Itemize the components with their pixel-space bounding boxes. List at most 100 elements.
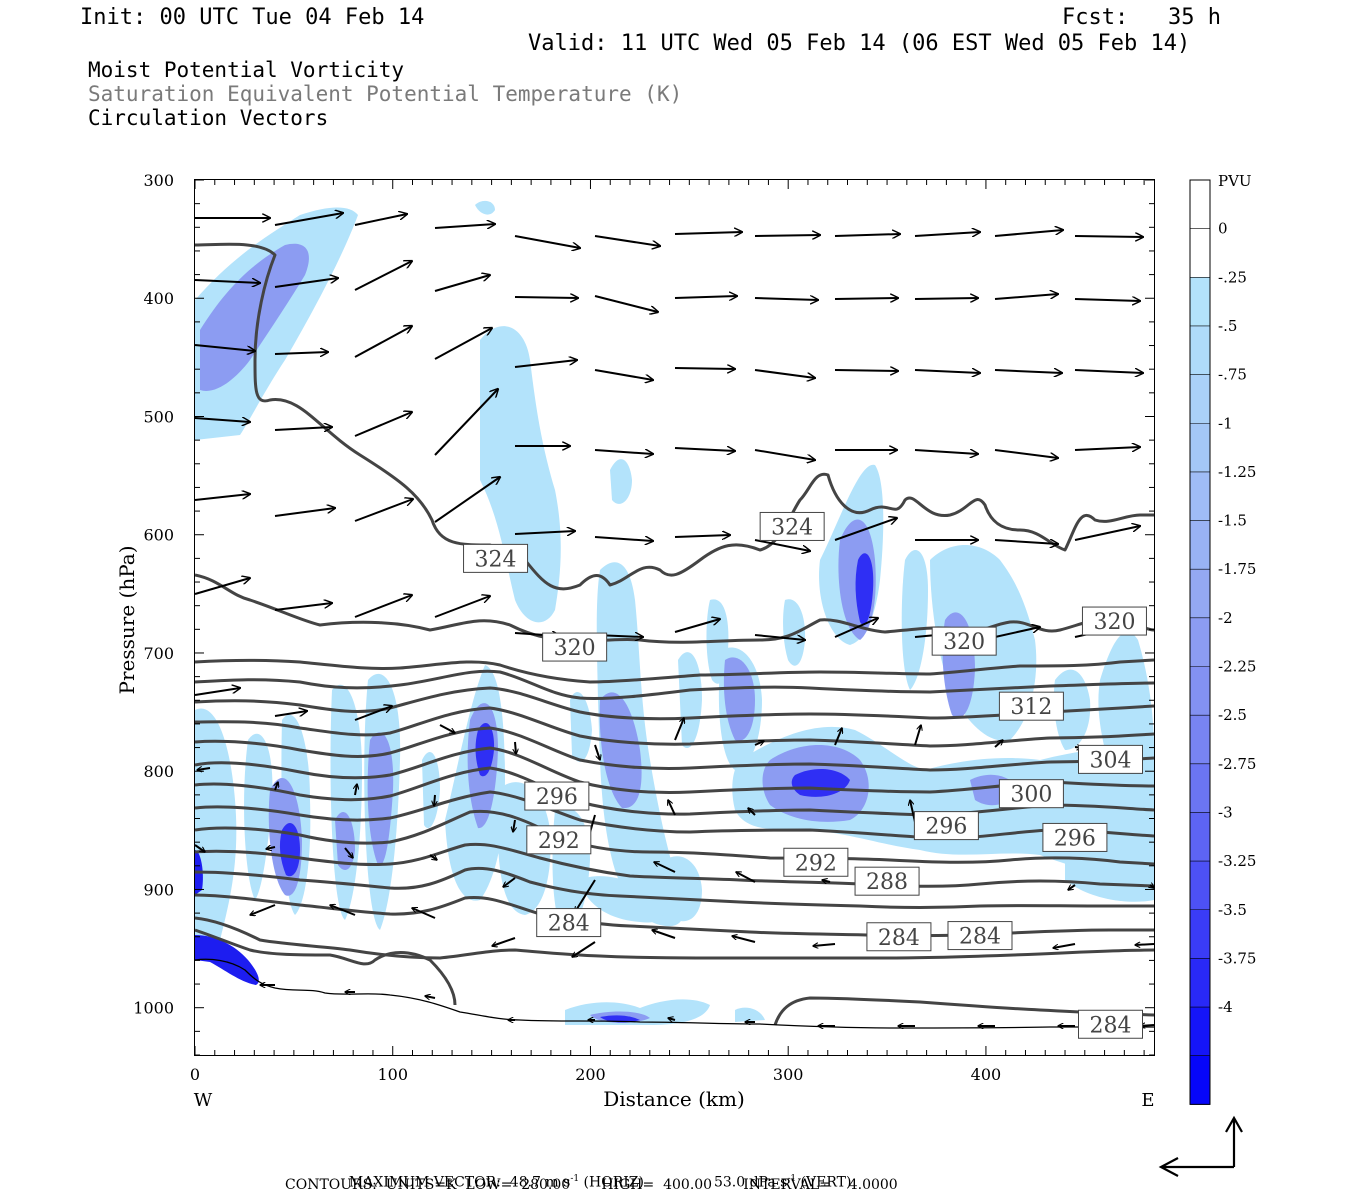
contour-label: 284 — [959, 925, 1001, 950]
contour-label-box — [1077, 1009, 1143, 1039]
contour-label-box — [1081, 606, 1147, 636]
colorbar-label: -1.25 — [1218, 463, 1256, 481]
colorbar-label: -3.25 — [1218, 852, 1256, 870]
contour-label: 324 — [475, 547, 517, 572]
colorbar-frame — [1189, 179, 1211, 1105]
y-tick-label: 700 — [143, 644, 174, 663]
init-time: Init: 00 UTC Tue 04 Feb 14 — [80, 5, 425, 30]
pv-shading — [195, 200, 1154, 1025]
contour-label-box — [783, 847, 849, 877]
contour-label: 320 — [1093, 610, 1135, 635]
contour-label: 300 — [1010, 783, 1052, 808]
colorbar-label: -2 — [1218, 609, 1233, 627]
colorbar-label: 0 — [1218, 220, 1228, 238]
field-title-mpv: Moist Potential Vorticity — [88, 58, 405, 82]
x-tick-label: 100 — [377, 1065, 408, 1084]
colorbar-swatch — [1190, 1055, 1210, 1105]
colorbar-label: -.25 — [1218, 268, 1247, 286]
x-axis-label: Distance (km) — [603, 1087, 745, 1111]
contour-label: 312 — [1010, 695, 1052, 720]
colorbar-swatch — [1190, 715, 1210, 765]
contour-label: 284 — [1089, 1013, 1131, 1038]
colorbar-swatch — [1190, 617, 1210, 667]
colorbar-swatch — [1190, 666, 1210, 716]
colorbar: 0 -.25 -.5 -.75 -1 -1.25 -1.5 -1.75 -2 -2.25 -2.5 -… — [1189, 179, 1256, 1105]
colorbar-label: -.75 — [1218, 366, 1247, 384]
contour-label: 292 — [538, 829, 580, 854]
contour-label: 288 — [866, 870, 908, 895]
colorbar-label: -1.75 — [1218, 560, 1256, 578]
contour-label-box — [947, 921, 1013, 951]
field-title-vectors: Circulation Vectors — [88, 106, 329, 130]
y-tick-label: 400 — [143, 289, 174, 308]
y-tick-labels: 300 400 500 600 700 800 900 1000 — [133, 171, 174, 1018]
east-label: E — [1141, 1090, 1154, 1111]
x-tick-label: 0 — [190, 1065, 200, 1084]
contour-label: 304 — [1089, 748, 1131, 773]
contour-label-box — [1042, 822, 1108, 852]
x-tick-label: 200 — [575, 1065, 606, 1084]
contour-label-box — [998, 779, 1064, 809]
contour-label: 320 — [554, 636, 596, 661]
x-tick-label: 300 — [773, 1065, 804, 1084]
terrain-line — [195, 958, 1154, 1029]
colorbar-swatch — [1190, 471, 1210, 522]
colorbar-swatch — [1190, 423, 1210, 473]
colorbar-label: -3 — [1218, 803, 1233, 821]
colorbar-label: -2.5 — [1218, 706, 1247, 724]
x-tick-label: 400 — [971, 1065, 1002, 1084]
y-tick-label: 600 — [143, 526, 174, 545]
contour-label: 284 — [878, 926, 920, 951]
field-title-theta: Saturation Equivalent Potential Temperat… — [88, 82, 683, 106]
contour-label-box — [913, 811, 979, 841]
colorbar-label: -3.5 — [1218, 901, 1247, 919]
west-label: W — [194, 1090, 213, 1111]
y-tick-label: 900 — [143, 880, 174, 899]
y-tick-label: 500 — [143, 407, 174, 426]
colorbar-swatch — [1190, 569, 1210, 619]
contour-label: 296 — [536, 785, 578, 810]
contour-label-box — [854, 866, 920, 896]
colorbar-swatch — [1190, 180, 1210, 230]
axis-ticks — [194, 179, 1154, 1056]
theta-e-contours — [195, 242, 1154, 1026]
colorbar-swatch — [1190, 374, 1210, 424]
colorbar-label: -4 — [1218, 998, 1233, 1016]
colorbar-label: -3.75 — [1218, 949, 1256, 967]
contour-label: 296 — [925, 815, 967, 840]
colorbar-label: -1 — [1218, 414, 1233, 432]
valid-time: Valid: 11 UTC Wed 05 Feb 14 (06 EST Wed … — [528, 31, 1191, 56]
contour-label: 292 — [795, 851, 837, 876]
contour-label-box — [866, 922, 932, 952]
contour-label-box — [1077, 744, 1143, 774]
colorbar-swatch — [1190, 277, 1210, 327]
max-vector-note: MAXIMUM VECTOR: 48.7 m s-1 (HORIZ) 53.0 d… — [348, 1174, 852, 1191]
colorbar-label: -2.75 — [1218, 755, 1256, 773]
colorbar-label: -.5 — [1218, 317, 1237, 335]
colorbar-unit: PVU — [1218, 172, 1252, 190]
forecast-hour: Fcst: 35 h — [1062, 5, 1221, 30]
y-tick-label: 800 — [143, 762, 174, 781]
circulation-vectors — [194, 213, 1143, 721]
colorbar-swatch — [1190, 861, 1210, 911]
colorbar-swatch — [1190, 812, 1210, 862]
y-tick-label: 300 — [143, 171, 174, 190]
colorbar-swatch — [1190, 1007, 1210, 1057]
contour-label-box — [542, 632, 608, 662]
colorbar-swatch — [1190, 958, 1210, 1008]
contour-label-box — [526, 825, 592, 855]
y-tick-label: 1000 — [133, 999, 174, 1018]
contour-label-box — [759, 511, 825, 541]
x-tick-labels: 0 100 200 300 400 — [190, 1065, 1001, 1084]
plot-frame — [194, 179, 1155, 1056]
colorbar-label: -2.25 — [1218, 658, 1256, 676]
y-axis-label: Pressure (hPa) — [115, 546, 139, 695]
colorbar-swatch — [1190, 520, 1210, 570]
contour-label: 324 — [771, 515, 813, 540]
reference-vector-icon — [1158, 1115, 1243, 1177]
contour-label-box — [463, 543, 529, 573]
contour-label-box — [998, 691, 1064, 721]
colorbar-swatch — [1190, 909, 1210, 959]
